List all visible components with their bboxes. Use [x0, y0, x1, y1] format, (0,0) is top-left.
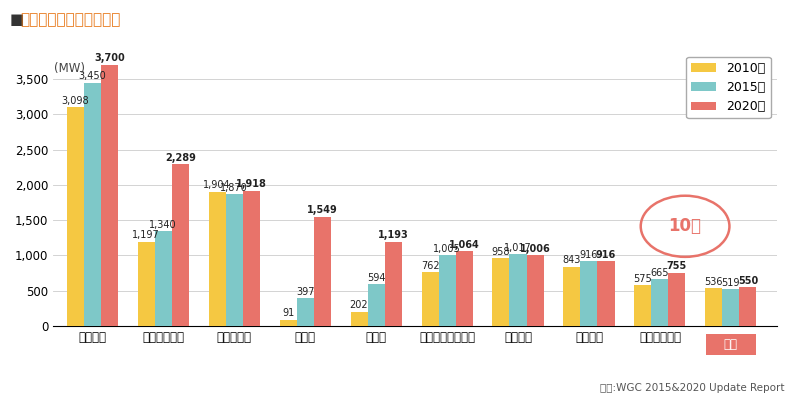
Bar	[421, 272, 439, 326]
Bar	[67, 107, 84, 326]
Text: 1,005: 1,005	[433, 244, 461, 254]
Text: 日本: 日本	[724, 338, 738, 351]
Bar	[581, 261, 597, 326]
Text: 地熱発電設備容量の変化: 地熱発電設備容量の変化	[20, 12, 120, 27]
Text: 91: 91	[282, 308, 295, 318]
Bar	[226, 194, 242, 326]
FancyBboxPatch shape	[706, 334, 756, 355]
Bar	[493, 258, 509, 326]
Bar	[563, 266, 581, 326]
Text: 1,064: 1,064	[449, 239, 479, 250]
Bar	[208, 192, 226, 326]
Bar	[154, 231, 172, 326]
Text: 550: 550	[738, 276, 758, 286]
Bar	[439, 255, 455, 326]
Bar	[314, 217, 331, 326]
Bar	[668, 273, 685, 326]
Bar	[455, 251, 473, 326]
Bar	[634, 285, 651, 326]
Bar	[351, 312, 367, 326]
Text: 1,017: 1,017	[505, 243, 532, 253]
Text: 575: 575	[634, 274, 653, 284]
Text: ■: ■	[10, 12, 24, 27]
Bar	[242, 191, 260, 326]
Text: 1,193: 1,193	[378, 230, 409, 241]
Text: 1,340: 1,340	[150, 220, 177, 230]
Text: 3,700: 3,700	[94, 54, 124, 64]
Bar	[740, 287, 756, 326]
Legend: 2010年, 2015年, 2020年: 2010年, 2015年, 2020年	[687, 57, 771, 118]
Bar	[706, 288, 722, 326]
Bar	[597, 261, 615, 326]
Text: 594: 594	[367, 273, 386, 283]
Bar	[527, 255, 543, 326]
Text: 1,918: 1,918	[236, 179, 267, 189]
Text: 916: 916	[580, 250, 598, 260]
Bar	[280, 320, 297, 326]
Bar	[367, 284, 385, 326]
Text: 1,197: 1,197	[132, 230, 160, 240]
Bar	[722, 289, 740, 326]
Text: 1,006: 1,006	[520, 244, 550, 254]
Text: 2,289: 2,289	[165, 153, 196, 163]
Text: 1,870: 1,870	[220, 183, 248, 193]
Text: 536: 536	[705, 277, 723, 287]
Bar	[651, 279, 668, 326]
Text: 10位: 10位	[668, 217, 702, 235]
Text: 755: 755	[667, 261, 687, 272]
Bar	[297, 298, 314, 326]
Text: 958: 958	[492, 247, 510, 257]
Bar	[385, 242, 402, 326]
Bar	[84, 83, 101, 326]
Text: 1,549: 1,549	[307, 205, 337, 215]
Text: 1,904: 1,904	[204, 180, 231, 190]
Text: 202: 202	[350, 301, 368, 310]
Text: 3,098: 3,098	[62, 96, 89, 106]
Bar	[509, 254, 527, 326]
Text: 665: 665	[651, 268, 669, 278]
Text: 519: 519	[722, 278, 741, 288]
Bar	[101, 65, 118, 326]
Text: 出典:WGC 2015&2020 Update Report: 出典:WGC 2015&2020 Update Report	[600, 383, 784, 393]
Bar	[138, 241, 154, 326]
Text: 3,450: 3,450	[78, 71, 106, 81]
Text: (MW): (MW)	[54, 62, 85, 75]
Text: 916: 916	[596, 250, 616, 260]
Text: 397: 397	[296, 287, 314, 297]
Text: 762: 762	[421, 261, 440, 271]
Text: 843: 843	[563, 255, 581, 265]
Bar	[172, 164, 188, 326]
